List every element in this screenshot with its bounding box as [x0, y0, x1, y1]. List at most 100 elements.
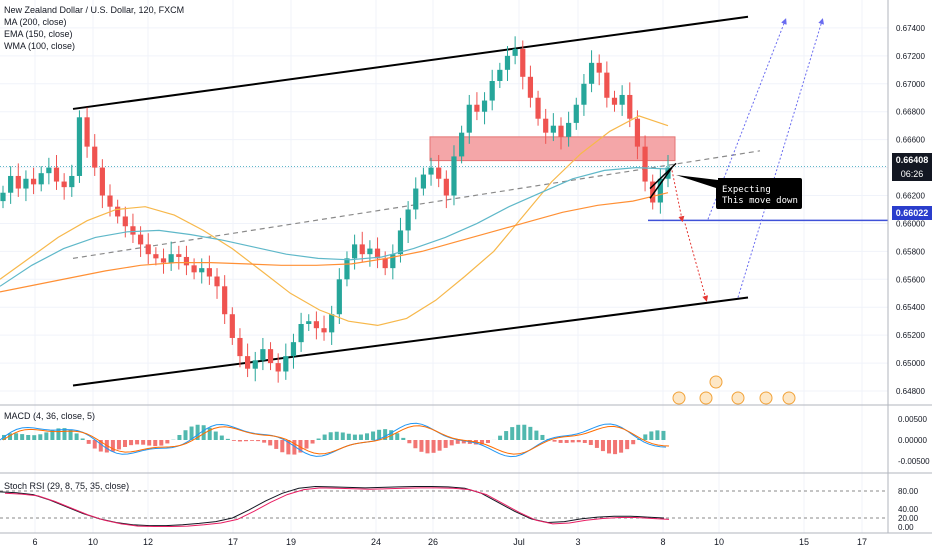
stoch-rsi-label[interactable]: Stoch RSI (29, 8, 75, 35, close) — [4, 481, 130, 491]
candle-body — [275, 363, 281, 372]
projection-arrow-2 — [737, 18, 824, 298]
macd-histogram-bar — [68, 429, 73, 440]
candle-body — [382, 258, 388, 269]
candle-body — [160, 258, 167, 263]
candle-body — [627, 94, 633, 119]
macd-histogram-bar — [631, 440, 636, 445]
time-tick-label: 24 — [371, 537, 381, 547]
candle-body — [604, 72, 610, 98]
macd-histogram-bar — [377, 429, 382, 440]
candle-body — [436, 167, 442, 179]
macd-histogram-bar — [619, 440, 624, 453]
candle-body — [359, 244, 365, 255]
macd-histogram-bar — [26, 434, 31, 440]
candle-body — [397, 230, 404, 255]
candle-body — [657, 178, 663, 203]
macd-histogram-bar — [14, 433, 19, 440]
candle-body — [611, 97, 618, 105]
candle-body — [252, 360, 258, 369]
candle-body — [374, 248, 381, 259]
macd-histogram-bar — [643, 434, 648, 440]
candle-body — [512, 48, 518, 56]
candle-body — [130, 226, 136, 235]
move-down-arrow-1 — [671, 170, 685, 223]
economic-event-icon — [672, 391, 686, 405]
macd-histogram-bar — [256, 440, 261, 442]
macd-histogram-bar — [498, 435, 503, 440]
macd-histogram-bar — [528, 426, 533, 440]
macd-histogram-bar — [558, 440, 563, 443]
macd-histogram-bar — [655, 430, 660, 440]
candle-body — [596, 62, 602, 73]
macd-histogram-bar — [600, 440, 605, 452]
macd-histogram-bar — [104, 440, 109, 453]
time-tick-label: 6 — [32, 537, 37, 547]
macd-histogram-bar — [570, 440, 575, 443]
candle-body — [30, 178, 37, 185]
macd-label[interactable]: MACD (4, 36, close, 5) — [4, 411, 96, 421]
macd-histogram-bar — [50, 430, 55, 440]
candle-body — [183, 256, 190, 266]
time-tick-label: 19 — [286, 537, 296, 547]
macd-histogram-bar — [383, 429, 388, 440]
candle-body — [336, 279, 342, 315]
macd-histogram-bar — [304, 440, 309, 449]
macd-tick-label: -0.00500 — [898, 457, 930, 466]
candle-body — [290, 342, 297, 357]
candle-body — [588, 62, 595, 84]
candle-body — [497, 69, 503, 81]
ma-legend[interactable]: MA (200, close) — [4, 17, 67, 27]
move-down-arrow-2 — [684, 223, 709, 302]
macd-histogram-bar — [147, 440, 152, 446]
candle-body — [558, 125, 564, 137]
macd-histogram-bar — [262, 440, 267, 443]
price-tick-label: 0.66000 — [896, 219, 925, 228]
price-tick-label: 0.66200 — [896, 192, 925, 201]
macd-histogram-bar — [419, 440, 424, 452]
macd-histogram-bar — [607, 440, 611, 454]
candle-body — [306, 321, 312, 324]
macd-histogram-bar — [594, 440, 599, 448]
price-tick-label: 0.67200 — [896, 52, 925, 61]
symbol-title[interactable]: New Zealand Dollar / U.S. Dollar, 120, F… — [4, 5, 185, 15]
price-tick-label: 0.65600 — [896, 275, 925, 284]
economic-event-icon — [731, 391, 745, 405]
candle-body — [466, 104, 472, 133]
candle-body — [535, 97, 541, 119]
macd-histogram-bar — [582, 440, 587, 443]
macd-histogram-bar — [455, 440, 460, 444]
macd-histogram-bar — [201, 425, 206, 440]
candle-body — [581, 83, 587, 105]
candle-body — [543, 118, 549, 133]
candle-body — [459, 132, 465, 157]
candle-body — [23, 178, 29, 189]
macd-histogram-bar — [183, 430, 188, 440]
candle-body — [283, 356, 289, 372]
time-tick-label: 15 — [799, 537, 809, 547]
candle-body — [115, 206, 121, 217]
macd-histogram-bar — [195, 424, 200, 440]
wma-legend[interactable]: WMA (100, close) — [4, 41, 76, 51]
countdown-badge: 06:26 — [892, 167, 932, 181]
macd-histogram-bar — [504, 431, 509, 440]
candle-body — [237, 337, 243, 357]
macd-histogram-bar — [268, 440, 273, 446]
candle-body — [199, 268, 205, 273]
candle-body — [145, 244, 151, 255]
candle-body — [352, 244, 358, 259]
price-tick-label: 0.65000 — [896, 359, 925, 368]
macd-histogram-bar — [552, 440, 557, 442]
macd-histogram-bar — [225, 438, 230, 440]
ema-legend[interactable]: EMA (150, close) — [4, 29, 73, 39]
macd-histogram-bar — [159, 440, 164, 446]
candle-body — [573, 104, 579, 123]
candle-body — [107, 195, 113, 207]
macd-histogram-bar — [625, 440, 630, 450]
wedge-line-lower — [649, 167, 673, 199]
macd-histogram-bar — [98, 440, 103, 452]
candle-body — [229, 314, 235, 338]
macd-histogram-bar — [395, 433, 400, 440]
candle-body — [619, 94, 625, 105]
